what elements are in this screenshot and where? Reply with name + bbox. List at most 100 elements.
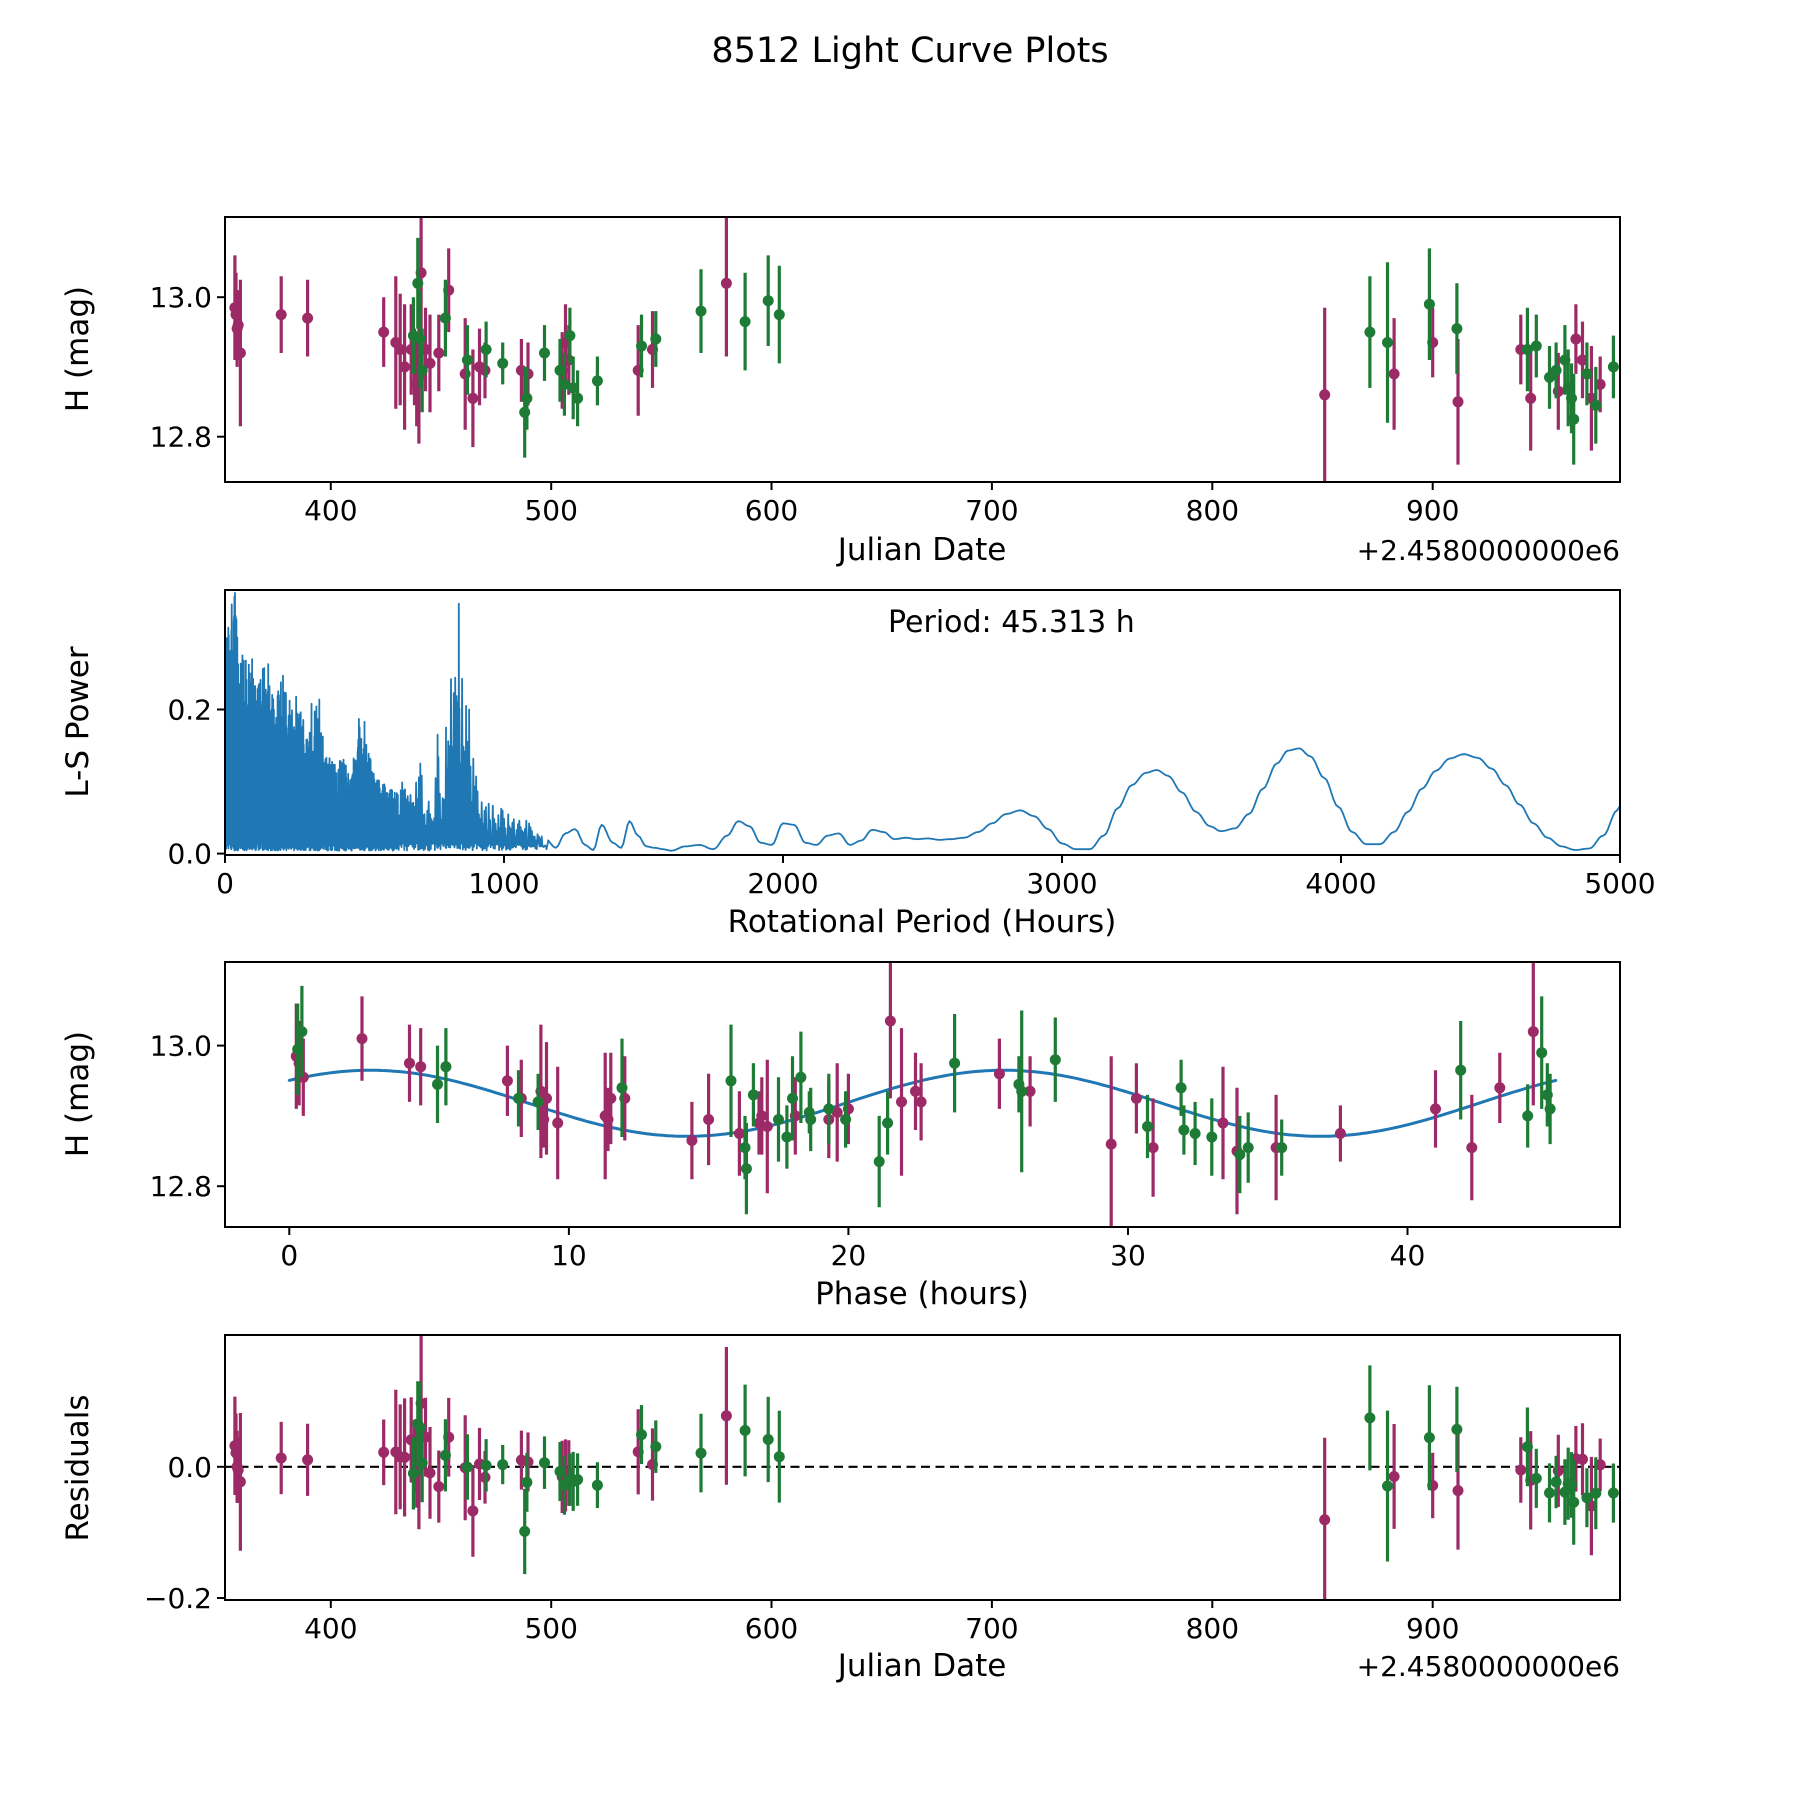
data-point: [703, 1114, 715, 1125]
data-point: [591, 375, 603, 387]
y-tick-label: 0.0: [167, 838, 212, 871]
data-point: [1544, 371, 1555, 383]
data-point: [1178, 1124, 1190, 1136]
data-point: [882, 1117, 894, 1129]
data-point: [1568, 413, 1580, 425]
data-point: [1455, 1064, 1467, 1076]
data-point: [554, 1466, 566, 1477]
data-point: [405, 344, 417, 355]
x-tick-label: 10: [551, 1239, 587, 1272]
data-point: [1568, 1496, 1580, 1508]
data-point: [275, 309, 287, 321]
data-point: [356, 1033, 368, 1045]
data-point: [1541, 1089, 1553, 1101]
data-point: [1388, 1471, 1400, 1482]
data-point: [695, 305, 707, 317]
data-point: [805, 1114, 817, 1125]
data-point: [521, 392, 533, 404]
data-point: [1334, 1128, 1346, 1139]
data-point: [230, 1447, 242, 1459]
data-point: [1544, 1487, 1555, 1499]
data-point: [739, 316, 751, 328]
data-point: [831, 1106, 843, 1118]
y-tick-label: −0.2: [144, 1582, 212, 1615]
data-point: [302, 312, 314, 324]
data-point: [407, 1467, 419, 1479]
x-tick-label: 500: [524, 1612, 577, 1645]
data-point: [1382, 1480, 1393, 1492]
data-point: [1521, 1441, 1533, 1453]
phase-xaxis-label: Phase (hours): [815, 1276, 1029, 1312]
data-point: [1234, 1149, 1246, 1161]
lightcurve-yaxis-label: H (mag): [60, 286, 96, 412]
axes-frame: [224, 216, 1621, 483]
data-point: [232, 319, 244, 331]
lightcurve-xaxis-offset: +2.4580000000e6: [1357, 534, 1620, 567]
data-point: [602, 1114, 614, 1125]
data-point: [1530, 1472, 1542, 1484]
data-point: [558, 378, 570, 390]
data-point: [1276, 1142, 1288, 1154]
data-point: [896, 1096, 907, 1108]
data-point: [761, 1121, 773, 1132]
panel-residuals: 400 500 600 700 800 900 −0.2 0.0: [144, 1334, 1621, 1645]
x-tick-label: 900: [1406, 494, 1459, 527]
data-point: [686, 1135, 698, 1146]
data-point: [1130, 1092, 1142, 1104]
data-point: [747, 1089, 759, 1101]
data-point: [461, 1461, 473, 1473]
data-point: [1607, 1487, 1619, 1499]
x-tick-label: 4000: [1305, 867, 1376, 900]
x-tick-label: 800: [1186, 494, 1239, 527]
data-point: [480, 344, 492, 355]
axes-frame: [224, 961, 1621, 1228]
data-point: [1559, 1486, 1571, 1498]
data-point: [616, 1082, 628, 1094]
data-point: [787, 1092, 798, 1104]
data-point: [433, 1481, 445, 1493]
data-point: [884, 1015, 896, 1027]
data-point: [840, 1114, 852, 1125]
data-point: [773, 1451, 785, 1463]
data-point: [1388, 368, 1400, 380]
data-point: [554, 364, 566, 376]
data-point: [1577, 354, 1588, 366]
data-point: [394, 344, 406, 355]
data-point: [539, 1457, 550, 1469]
data-point: [1522, 1110, 1534, 1122]
data-point: [1451, 323, 1463, 335]
data-point: [572, 1474, 584, 1486]
panel-phase-curve: 0 10 20 30 40 12.8 13.0: [150, 961, 1621, 1272]
panel-periodogram: 0 1000 2000 3000 4000 5000 0.0 0.2: [167, 589, 1656, 900]
axes-frame: [224, 589, 1621, 856]
residuals-xaxis-label: Julian Date: [836, 1648, 1007, 1684]
data-point: [1382, 337, 1393, 348]
x-tick-label: 30: [1110, 1239, 1146, 1272]
x-tick-label: 700: [965, 1612, 1018, 1645]
data-point: [823, 1103, 835, 1115]
x-tick-label: 0: [280, 1239, 298, 1272]
data-point: [605, 1092, 617, 1104]
data-point: [636, 1429, 647, 1441]
data-point: [564, 330, 576, 342]
data-point: [1319, 389, 1331, 401]
data-point: [1423, 1432, 1435, 1444]
data-point: [414, 1422, 426, 1434]
data-point: [753, 1117, 765, 1129]
data-point: [378, 326, 390, 338]
data-point: [572, 392, 584, 404]
data-point: [1142, 1121, 1153, 1132]
data-point: [412, 277, 424, 289]
data-point: [1594, 1459, 1606, 1471]
plot-area-light-curve: [229, 217, 1619, 482]
data-point: [1530, 340, 1542, 352]
data-point: [1494, 1082, 1506, 1094]
data-point: [1536, 1047, 1548, 1059]
data-point: [405, 1434, 417, 1446]
observation-set-2: [292, 985, 1556, 1215]
x-tick-label: 0: [216, 867, 234, 900]
data-point: [636, 340, 647, 352]
data-point: [1175, 1082, 1187, 1094]
data-point: [795, 1071, 807, 1083]
